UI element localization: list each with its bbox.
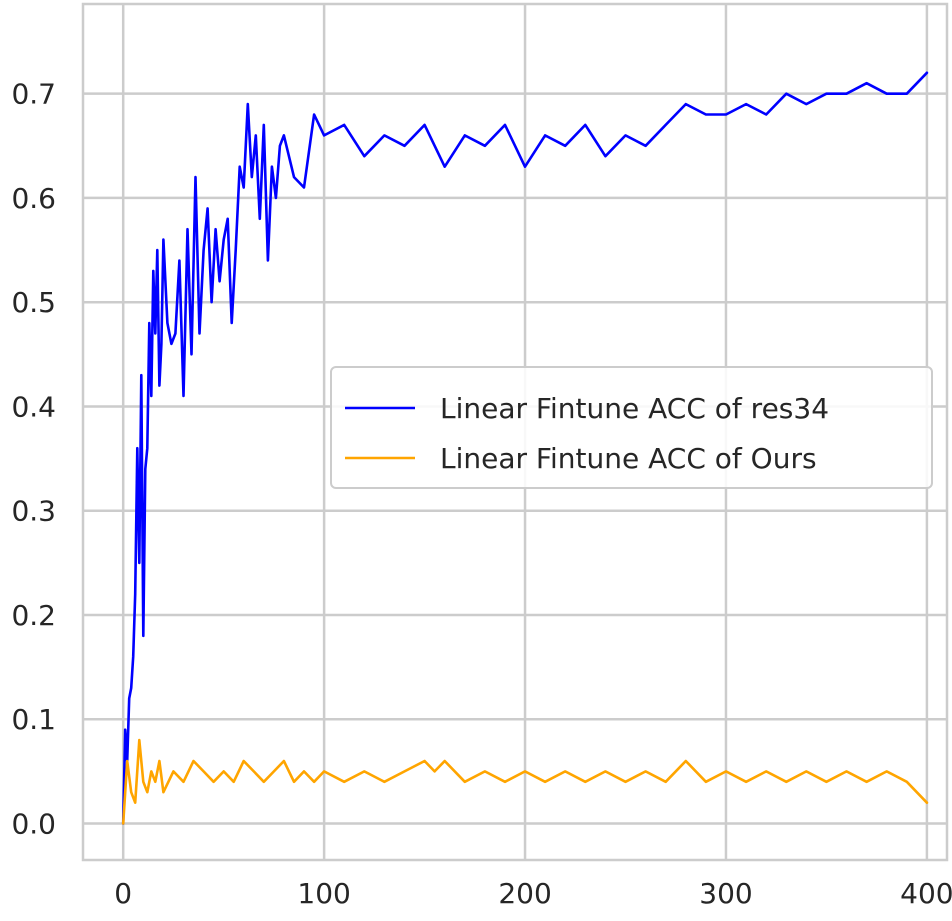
series-line-0 bbox=[121, 71, 929, 825]
tick-labels: 0 100 200 300 400 0.0 0.1 0.2 0.3 0.4 0.5 0.6 0.7 bbox=[11, 78, 952, 910]
legend-label-1: Linear Fintune ACC of Ours bbox=[440, 442, 817, 475]
y-tick-label: 0.7 bbox=[11, 78, 56, 111]
y-tick-label: 0.0 bbox=[11, 808, 56, 841]
y-tick-label: 0.5 bbox=[11, 286, 56, 319]
legend-box bbox=[330, 366, 933, 489]
legend: Linear Fintune ACC of res34 Linear Fintun… bbox=[330, 366, 933, 489]
y-tick-label: 0.1 bbox=[11, 703, 56, 736]
x-tick-label: 0 bbox=[114, 877, 132, 910]
y-tick-label: 0.2 bbox=[11, 599, 56, 632]
x-tick-label: 300 bbox=[699, 877, 752, 910]
plot-frame bbox=[81, 2, 949, 862]
x-tick-label: 100 bbox=[297, 877, 350, 910]
x-tick-label: 400 bbox=[900, 877, 952, 910]
y-tick-label: 0.3 bbox=[11, 495, 56, 528]
y-tick-label: 0.4 bbox=[11, 390, 56, 423]
y-tick-label: 0.6 bbox=[11, 182, 56, 215]
x-tick-label: 200 bbox=[498, 877, 551, 910]
series-layer bbox=[121, 71, 929, 825]
series-line-1 bbox=[121, 738, 929, 825]
legend-label-0: Linear Fintune ACC of res34 bbox=[440, 392, 829, 425]
